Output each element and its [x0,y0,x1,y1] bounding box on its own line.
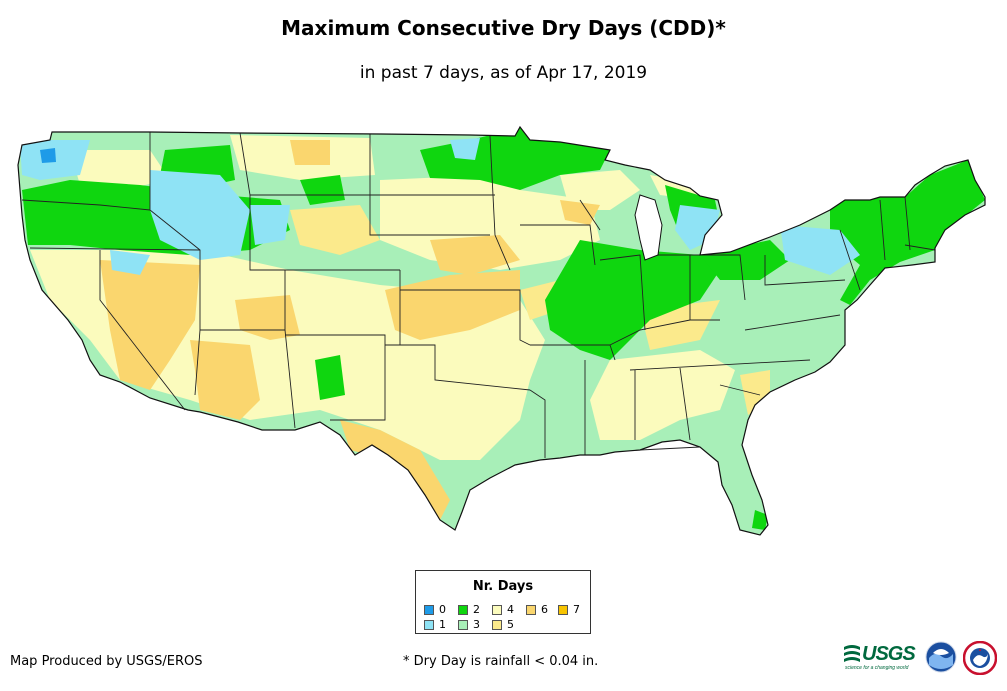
usgs-tagline: science for a changing world [845,665,909,671]
usgs-logo-text: USGS [862,643,916,665]
legend-item-4: 4 [492,603,514,616]
us-dry-days-map [17,126,986,536]
legend-title: Nr. Days [472,579,534,594]
legend-swatch [458,619,468,630]
legend-label: 4 [507,603,514,616]
legend-label: 2 [473,603,480,616]
usgs-logo [844,645,860,662]
nws-logo [963,641,997,675]
legend-item-7: 7 [558,603,580,616]
noaa-logo [925,641,957,673]
legend-item-3: 3 [458,618,480,631]
legend-swatch [558,604,568,615]
dry-day-footnote: * Dry Day is rainfall < 0.04 in. [403,654,599,669]
legend-label: 7 [573,603,580,616]
legend-swatch [424,619,434,630]
legend-label: 0 [439,603,446,616]
legend: Nr. Days 0 1 2 3 4 5 6 7 [415,570,591,634]
legend-item-6: 6 [526,603,548,616]
legend-swatch [424,604,434,615]
legend-item-5: 5 [492,618,514,631]
legend-label: 6 [541,603,548,616]
map-subtitle: in past 7 days, as of Apr 17, 2019 [359,63,648,83]
legend-swatch [458,604,468,615]
legend-label: 1 [439,618,446,631]
legend-item-1: 1 [424,618,446,631]
legend-swatch [492,604,502,615]
legend-swatch [492,619,502,630]
legend-label: 3 [473,618,480,631]
map-credit: Map Produced by USGS/EROS [10,654,203,669]
legend-label: 5 [507,618,514,631]
legend-swatch [526,604,536,615]
legend-item-2: 2 [458,603,480,616]
legend-item-0: 0 [424,603,446,616]
map-title: Maximum Consecutive Dry Days (CDD)* [281,16,726,40]
